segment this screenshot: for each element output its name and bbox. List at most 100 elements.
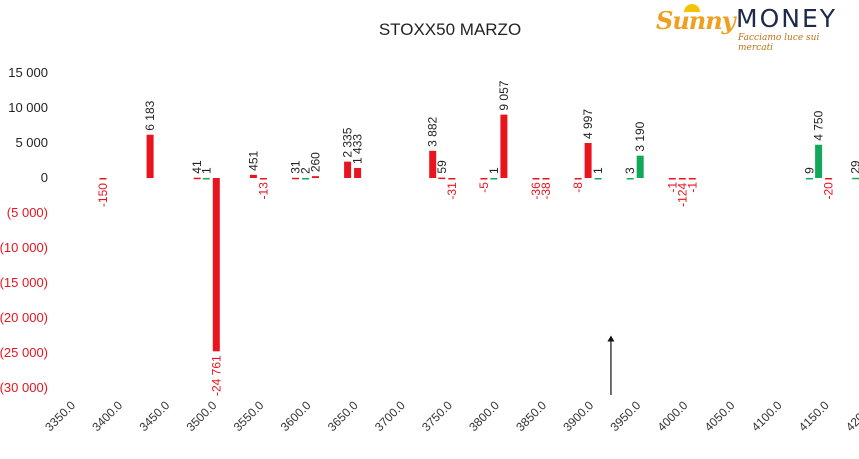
x-tick-label: 3600.0 [278,398,314,434]
data-label: 4 750 [812,110,826,140]
y-tick-label: (25 000) [0,345,48,360]
bar [193,177,201,180]
data-label: 451 [246,150,260,170]
data-label: 31 [289,160,303,174]
sunny-money-logo: Sunny MONEY Facciamo luce sui mercati [652,4,852,53]
x-tick-label: 3500.0 [184,398,220,434]
y-tick-label: 15 000 [8,65,48,80]
bars [99,114,859,352]
y-tick-label: (20 000) [0,310,48,325]
x-tick-label: 3850.0 [513,398,549,434]
x-tick-label: 4050.0 [702,398,738,434]
data-label: -124 [675,183,689,207]
logo-brand-b: MONEY [736,4,838,33]
bar [594,177,602,180]
x-tick-label: 3650.0 [325,398,361,434]
bar [480,178,488,180]
data-label: -36 [529,182,543,200]
y-tick-label: (30 000) [0,380,48,395]
bar [574,178,582,180]
bar [212,178,220,352]
data-label: -20 [822,182,836,200]
data-label: 3 190 [633,121,647,151]
x-tick-label: 4000.0 [655,398,691,434]
bar [542,178,550,180]
bar [202,177,210,180]
data-label: 9 [803,167,817,174]
bar [626,177,634,180]
data-label: -150 [96,183,110,207]
data-label: 3 882 [426,116,440,146]
bar [532,178,540,180]
x-tick-label: 3900.0 [560,398,596,434]
bar [292,177,299,180]
data-label: 4 997 [581,109,595,139]
data-label: 2 [299,167,313,174]
bar [438,177,446,180]
data-label: -1 [685,182,699,193]
data-label: 1 [199,167,213,174]
bar [490,177,498,180]
bar [815,144,823,178]
data-label: -31 [445,182,459,200]
data-label: 1 433 [351,134,365,164]
bar [354,167,362,178]
bar [448,178,456,180]
chart-title: STOXX50 MARZO [379,20,521,39]
bar [259,178,267,180]
x-tick-label: 3800.0 [466,398,502,434]
data-label: -24 761 [209,355,223,396]
x-tick-label: 4100.0 [749,398,785,434]
bar [146,134,154,178]
bar [636,155,644,178]
annotations [607,335,615,395]
bar [500,114,508,178]
data-label: 2 335 [341,127,355,157]
bar [249,174,257,178]
data-label: -38 [539,182,553,200]
y-tick-label: 0 [41,170,48,185]
bar [668,178,676,180]
y-tick-label: 10 000 [8,100,48,115]
x-tick-label: 4150.0 [796,398,832,434]
y-tick-label: (10 000) [0,240,48,255]
bar [344,161,352,178]
y-axis: 15 000 10 000 5 000 0 (5 000) (10 000) (15 000… [0,65,48,395]
y-tick-label: (15 000) [0,275,48,290]
logo-tagline: Facciamo luce sui mercati [738,33,820,53]
data-label: 59 [435,160,449,174]
x-tick-label: 3550.0 [231,398,267,434]
data-label: 41 [190,160,204,174]
bar [99,178,107,180]
bar [825,178,833,180]
data-label: 1 [591,167,605,174]
x-tick-label: 3450.0 [136,398,172,434]
data-label: -1 [665,182,679,193]
x-tick-label: 3700.0 [372,398,408,434]
data-label: 29 [849,160,859,174]
bar [688,178,696,180]
x-tick-label: 3950.0 [607,398,643,434]
data-label: -13 [256,182,270,200]
data-label: 260 [309,152,323,172]
bar [852,177,859,180]
x-tick-label: 4200.0 [843,398,859,434]
data-label: 3 [623,167,637,174]
bar [584,143,592,178]
x-tick-label: 3350.0 [42,398,78,434]
bar [678,178,686,180]
sun-icon [684,4,700,12]
x-tick-label: 3750.0 [419,398,455,434]
bar [312,176,319,178]
data-label: 6 183 [143,100,157,130]
arrow-up-icon [607,335,615,342]
data-label: -8 [571,182,585,193]
logo-brand-a: Sunny [656,6,736,35]
data-label: 9 057 [497,80,511,110]
bar [806,177,813,180]
x-axis: 3350.0 3400.0 3450.0 3500.0 3550.0 3600.0 3650… [42,398,859,434]
y-tick-label: (5 000) [7,205,48,220]
bar [302,177,309,180]
